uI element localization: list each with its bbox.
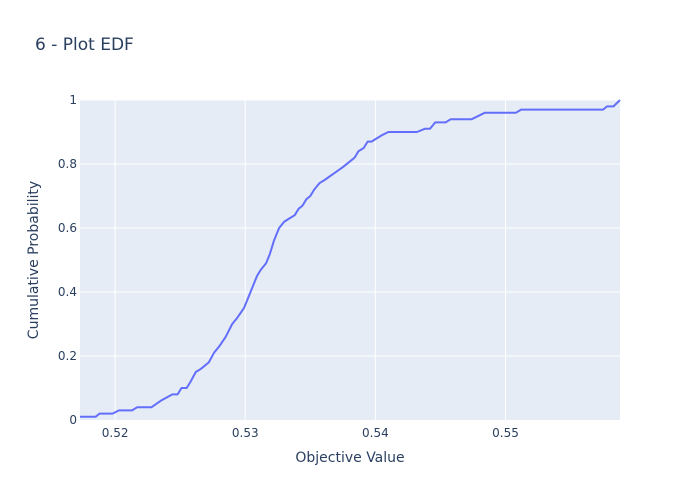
edf-line (80, 99, 621, 418)
y-tick-label: 0.8 (58, 157, 77, 171)
y-tick-label: 0 (69, 413, 77, 427)
series-layer (80, 99, 621, 418)
y-tick-label: 0.6 (58, 221, 77, 235)
y-tick-labels: 0 0.2 0.4 0.6 0.8 1 (58, 93, 77, 427)
chart-title: 6 - Plot EDF (35, 35, 134, 55)
x-tick-label: 0.53 (232, 426, 259, 440)
y-tick-label: 1 (69, 93, 77, 107)
plot-area (80, 100, 620, 420)
y-tick-label: 0.2 (58, 349, 77, 363)
x-tick-label: 0.54 (362, 426, 389, 440)
y-grid (80, 99, 620, 357)
y-tick-label: 0.4 (58, 285, 77, 299)
x-tick-label: 0.55 (492, 426, 519, 440)
x-tick-label: 0.52 (102, 426, 129, 440)
x-axis-title: Objective Value (295, 450, 404, 466)
y-axis-title: Cumulative Probability (26, 181, 42, 339)
x-tick-labels: 0.52 0.53 0.54 0.55 (102, 426, 519, 440)
x-grid (114, 100, 506, 420)
